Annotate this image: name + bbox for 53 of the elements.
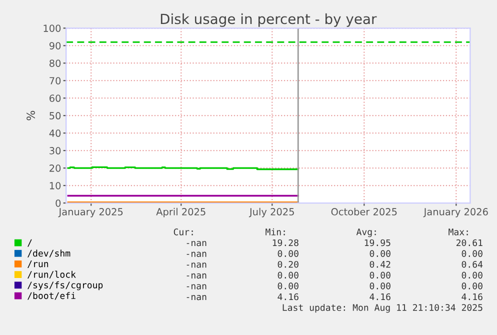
y-tick-label: 80 [50, 60, 61, 67]
text: Last update: Mon Aug 11 21:10:34 2025 [282, 304, 482, 313]
text: -nan [186, 252, 206, 257]
text: 0.00 [462, 250, 482, 257]
y-tick-label: 50 [50, 112, 61, 120]
legend-label: /run/lock [28, 270, 76, 279]
text: -nan [186, 273, 206, 279]
text: -nan [186, 295, 206, 300]
text: 0.00 [370, 250, 390, 257]
legend-label: /dev/shm [28, 250, 70, 258]
text: 20.61 [456, 239, 482, 246]
text: Min: [266, 228, 285, 236]
text: 0.20 [278, 260, 298, 268]
text: 0.00 [370, 282, 390, 290]
text: Avg: [356, 228, 376, 238]
x-tick-label: April 2025 [156, 208, 206, 218]
y-axis-title: % [26, 110, 35, 120]
legend-label: /boot/efi [28, 292, 76, 300]
y-tick-label: 70 [50, 77, 61, 84]
y-tick-label: 10 [50, 182, 61, 190]
text: 0.64 [462, 260, 483, 268]
x-tick-label: January 2026 [423, 208, 488, 218]
text: 0.42 [370, 260, 390, 268]
y-tick-label: 0 [56, 199, 61, 207]
text: -nan [186, 240, 206, 246]
x-tick-label: January 2025 [58, 208, 123, 218]
x-tick-label: July 2025 [248, 208, 294, 218]
chart-title: Disk usage in percent - by year [160, 13, 377, 27]
y-tick-label: 90 [49, 42, 61, 50]
text: 0.00 [462, 272, 482, 279]
text: 4.16 [462, 293, 482, 300]
y-tick-label: 60 [50, 94, 61, 102]
y-tick-label: 30 [50, 147, 61, 154]
text: 4.16 [278, 293, 298, 300]
text: 0.00 [370, 272, 390, 279]
y-tick-label: 40 [49, 130, 61, 137]
y-tick-label: 20 [50, 164, 61, 172]
text: 19.95 [364, 239, 390, 246]
legend-label: / [28, 239, 32, 247]
text: 0.00 [462, 282, 482, 290]
text: 0.00 [278, 250, 298, 257]
legend-label: /sys/fs/cgroup [28, 281, 103, 290]
text: -nan [186, 262, 206, 268]
text: Cur: [174, 228, 193, 236]
text: Max: [448, 228, 468, 236]
text: -nan [186, 284, 206, 290]
y-tick-label: 100 [44, 24, 61, 32]
text: 0.00 [278, 282, 298, 290]
legend-label: /run [28, 260, 48, 268]
text: 19.28 [272, 239, 298, 246]
text: 4.16 [370, 293, 390, 300]
text: 0.00 [278, 272, 298, 279]
x-tick-label: October 2025 [331, 208, 397, 216]
